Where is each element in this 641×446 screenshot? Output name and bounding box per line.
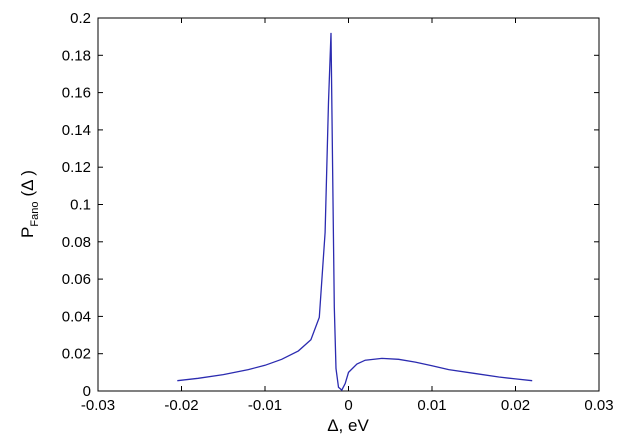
y-tick-labels: 0 0.02 0.04 0.06 0.08 0.1 0.12 0.14 0.16 0.18 0.2 [62, 10, 91, 400]
x-tick-label: -0.01 [248, 397, 282, 414]
plot-area [97, 17, 600, 392]
y-tick-label: 0.18 [62, 47, 91, 64]
x-tick-label: 0.01 [417, 397, 446, 414]
x-tick-label: 0.02 [501, 397, 530, 414]
x-tick-label: 0 [344, 397, 352, 414]
y-tick-label: 0.14 [62, 122, 91, 139]
x-axis-label: Δ, eV [327, 416, 369, 435]
series-line [177, 32, 533, 392]
y-tick-label: 0.08 [62, 234, 91, 251]
y-tick-label: 0.2 [70, 10, 91, 27]
x-tick-label: 0.03 [584, 397, 613, 414]
y-axis-label-subscript: Fano [29, 202, 41, 227]
y-tick-label: 0.02 [62, 346, 91, 363]
axis-ticks [97, 17, 600, 392]
y-axis-label: PFano (Δ ) [18, 170, 41, 238]
y-axis-label-argument: (Δ ) [18, 170, 37, 196]
y-tick-label: 0.1 [70, 197, 91, 214]
y-tick-label: 0.16 [62, 85, 91, 102]
y-axis-label-main: P [18, 227, 37, 238]
y-tick-label: 0 [83, 383, 91, 400]
x-tick-labels: -0.03 -0.02 -0.01 0 0.01 0.02 0.03 [81, 397, 614, 414]
x-tick-label: -0.03 [81, 397, 115, 414]
y-tick-label: 0.12 [62, 159, 91, 176]
y-tick-label: 0.04 [62, 308, 91, 325]
x-tick-label: -0.02 [164, 397, 198, 414]
y-tick-label: 0.06 [62, 271, 91, 288]
